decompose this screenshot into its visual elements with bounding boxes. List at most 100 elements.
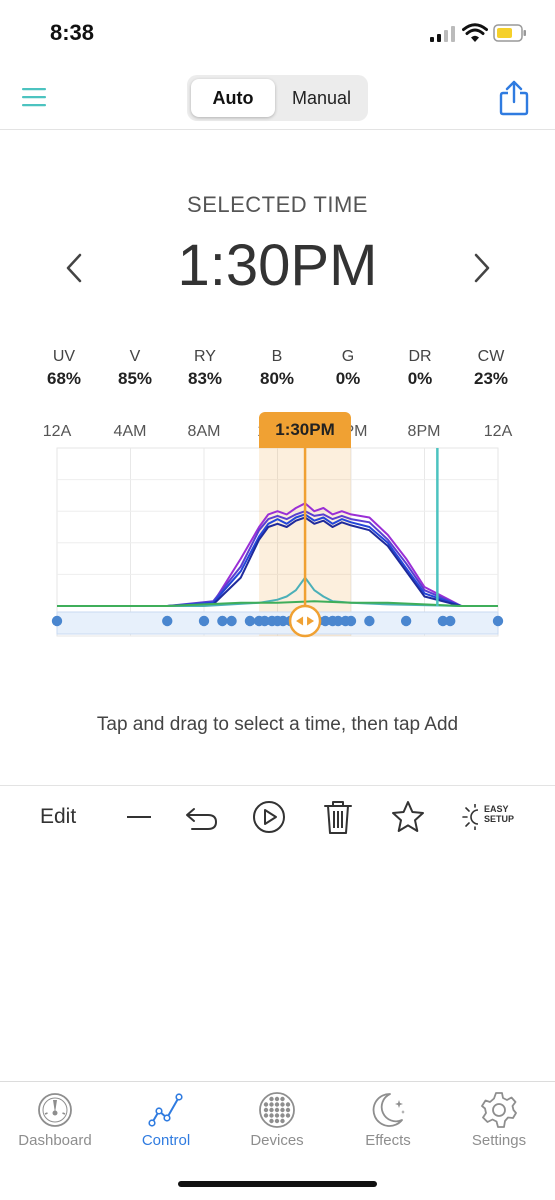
time-tick: 12A <box>42 423 72 440</box>
time-tick: 8PM <box>407 423 441 440</box>
channel-dr: DR 0% <box>385 348 455 389</box>
selected-time-label: SELECTED TIME <box>187 192 368 217</box>
time-tick: 8AM <box>187 423 221 440</box>
schedule-point <box>364 615 375 627</box>
play-icon[interactable] <box>249 797 289 837</box>
led-dot <box>269 1118 274 1124</box>
channel-value: 0% <box>407 369 433 388</box>
channel-name: CW <box>477 348 505 365</box>
status-time: 8:38 <box>50 20 95 45</box>
tab-label: Devices <box>250 1132 304 1149</box>
tab-label: Effects <box>365 1132 411 1149</box>
led-dot <box>274 1107 280 1113</box>
schedule-point <box>198 615 210 627</box>
led-dot <box>280 1118 285 1124</box>
led-dot <box>269 1102 274 1107</box>
channel-value: 83% <box>187 369 223 388</box>
channel-name: DR <box>408 348 432 365</box>
channel-name: B <box>271 348 283 365</box>
header-divider <box>0 129 555 130</box>
channel-value: 80% <box>259 369 295 388</box>
led-dot <box>280 1113 285 1118</box>
favorite-star-icon[interactable] <box>388 797 428 837</box>
led-dot <box>269 1107 274 1113</box>
tab-label: Dashboard <box>18 1132 92 1149</box>
schedule-point <box>320 615 331 627</box>
tab-dashboard[interactable]: Dashboard <box>0 1088 110 1158</box>
moon-stars-icon <box>372 1093 405 1127</box>
time-tick: 12A <box>483 423 513 440</box>
led-array-icon <box>259 1092 295 1128</box>
schedule-point <box>437 615 449 627</box>
channel-name: RY <box>194 348 216 365</box>
tab-settings[interactable]: Settings <box>444 1088 554 1158</box>
led-dot <box>285 1113 291 1118</box>
easy-setup-text: EASY SETUP <box>484 804 515 824</box>
channel-value: 85% <box>117 369 153 388</box>
led-dot <box>285 1102 291 1107</box>
tab-devices[interactable]: Devices <box>222 1088 332 1158</box>
led-dot <box>263 1102 269 1107</box>
easy-setup-button[interactable]: EASY SETUP <box>462 801 522 835</box>
time-tick: 4AM <box>113 423 147 440</box>
series-line-2 <box>57 513 498 607</box>
undo-icon[interactable] <box>182 797 222 837</box>
schedule-point <box>345 615 357 627</box>
schedule-point <box>259 615 270 627</box>
series-line-1 <box>57 510 498 607</box>
led-dot <box>274 1096 280 1102</box>
schedule-chart[interactable] <box>0 440 555 650</box>
edit-button[interactable]: Edit <box>40 805 77 828</box>
mode-toggle: Auto Manual <box>187 75 368 121</box>
tab-effects[interactable]: Effects <box>333 1088 443 1158</box>
led-dot <box>280 1102 285 1107</box>
channel-uv: UV 68% <box>29 348 99 389</box>
tab-control[interactable]: Control <box>111 1088 221 1158</box>
selected-time-value: 1:30PM <box>177 233 378 298</box>
led-dot <box>263 1113 269 1118</box>
led-dot <box>280 1096 285 1102</box>
channel-name: UV <box>52 348 76 365</box>
time-drag-handle[interactable] <box>288 604 322 638</box>
led-dot <box>269 1096 274 1102</box>
channel-g: G 0% <box>313 348 383 389</box>
channel-v: V 85% <box>100 348 170 389</box>
auto-mode-button[interactable]: Auto <box>191 79 275 117</box>
schedule-point <box>51 615 63 627</box>
series-line-0 <box>57 502 498 607</box>
schedule-point <box>162 615 173 627</box>
channel-value: 0% <box>335 369 361 388</box>
toolbar-divider <box>0 785 555 786</box>
tab-label: Control <box>141 1132 191 1149</box>
battery-icon <box>493 24 526 42</box>
schedule-point <box>226 615 237 627</box>
led-dot <box>263 1107 269 1113</box>
cellular-signal-icon <box>430 26 455 42</box>
led-dot <box>274 1113 280 1118</box>
schedule-point <box>217 615 228 627</box>
channel-value: 68% <box>46 369 82 388</box>
instruction-text: Tap and drag to select a time, then tap … <box>96 714 459 735</box>
next-time-button[interactable] <box>466 250 496 286</box>
led-dot <box>280 1107 285 1113</box>
share-icon[interactable] <box>498 80 530 116</box>
menu-icon[interactable] <box>22 86 46 108</box>
schedule-point <box>332 615 344 627</box>
previous-time-button[interactable] <box>60 250 90 286</box>
easy-setup-label: EASY SETUP <box>484 804 516 824</box>
trash-icon[interactable] <box>318 797 358 837</box>
channel-ry: RY 83% <box>170 348 240 389</box>
series-line-3 <box>57 516 498 607</box>
schedule-point <box>277 615 289 627</box>
led-dot <box>274 1118 280 1124</box>
led-dot <box>285 1107 291 1113</box>
selected-time-badge[interactable]: 1:30PM <box>259 412 351 448</box>
manual-mode-button[interactable]: Manual <box>291 87 352 108</box>
channel-value: 23% <box>473 369 509 388</box>
wifi-icon <box>462 23 488 42</box>
channel-name: G <box>341 348 355 365</box>
remove-point-icon[interactable] <box>119 797 159 837</box>
schedule-point <box>445 615 456 627</box>
sun-icon <box>462 804 479 830</box>
channel-b: B 80% <box>242 348 312 389</box>
